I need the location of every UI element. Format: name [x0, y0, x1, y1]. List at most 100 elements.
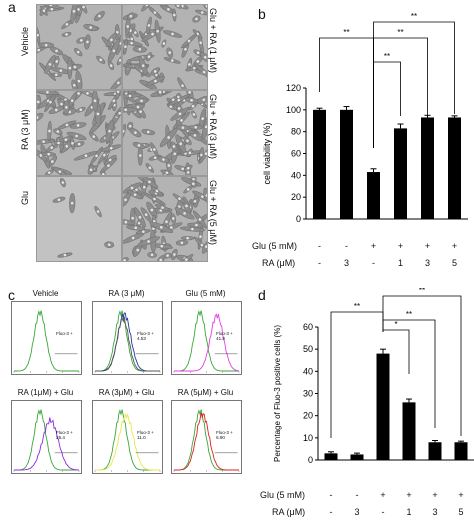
y-tick-label: 60	[303, 322, 313, 332]
bar	[394, 128, 407, 219]
y-tick-label: 120	[286, 83, 301, 93]
treatment-row-label: RA (μM)	[262, 258, 296, 268]
y-tick-label: 80	[291, 127, 301, 137]
significance-label: **	[384, 52, 390, 61]
flow-histogram: Fluo-3 +41.8	[171, 301, 242, 375]
histogram-curve	[174, 409, 239, 471]
histogram-title: RA (1μM) + Glu	[17, 388, 74, 397]
bar	[454, 442, 468, 460]
treatment-row-label: RA (μM)	[272, 507, 306, 517]
significance-bracket	[330, 311, 384, 438]
histogram-curve	[14, 310, 79, 372]
treatment-cell: -	[329, 507, 333, 517]
y-tick-label: 20	[291, 192, 301, 202]
y-tick-label: 40	[303, 366, 313, 376]
col-label-glu-ra3: Glu + RA (3 μM)	[208, 94, 218, 159]
bar	[448, 117, 461, 219]
histogram-curve	[174, 412, 239, 471]
histogram-title: RA (3 μM)	[108, 289, 145, 298]
treatment-cell: -	[355, 490, 359, 500]
col-label-glu-ra1: Glu + RA (1 μM)	[208, 8, 218, 73]
histogram-curve	[95, 316, 160, 372]
treatment-cell: 3	[432, 507, 438, 517]
significance-bracket	[373, 61, 401, 148]
row-label-glu: Glu	[20, 190, 30, 205]
treatment-row-label: Glu (5 mM)	[260, 490, 305, 500]
significance-label: *	[394, 320, 397, 329]
significance-label: **	[343, 28, 349, 37]
treatment-cell: +	[406, 490, 412, 500]
micrograph-image	[36, 4, 122, 90]
treatment-cell: +	[432, 490, 438, 500]
flow-histogram: Fluo-3 +6.90	[171, 400, 242, 474]
panel-b-letter: b	[258, 6, 266, 22]
flow-histogram: Fluo-3 +4.53	[92, 301, 163, 375]
treatment-cell: -	[318, 241, 321, 251]
treatment-cell: 1	[397, 258, 403, 268]
viability-bar-chart: 0 20 40 60 80 100 120 cell viability (%) ** ** ** *…	[262, 12, 468, 224]
treatment-cell: +	[370, 241, 377, 251]
flow-histogram: Fluo-3 +26.4	[11, 400, 82, 474]
micrograph-image	[122, 90, 208, 176]
y-tick-label: 40	[291, 170, 301, 180]
fluo3-positive-stat: Fluo-3 +	[56, 330, 73, 336]
treatment-cell: +	[458, 490, 464, 500]
micrograph-image	[122, 4, 208, 90]
y-tick-label: 60	[291, 149, 301, 159]
y-tick-label: 20	[303, 411, 313, 421]
bar	[428, 442, 442, 460]
treatment-cell: -	[329, 490, 333, 500]
significance-label: **	[406, 310, 412, 319]
treatment-cell: +	[380, 490, 386, 500]
histogram-title: Glu (5 mM)	[185, 289, 226, 298]
treatment-cell: 5	[451, 258, 457, 268]
row-label-vehicle: Vehicle	[20, 26, 30, 56]
significance-label: **	[397, 28, 403, 37]
bar	[313, 109, 326, 219]
histogram-title: RA (3μM) + Glu	[98, 388, 155, 397]
bar	[324, 453, 338, 460]
y-tick-label: 0	[296, 214, 301, 224]
significance-bracket	[382, 319, 436, 428]
treatment-cell: 3	[424, 258, 430, 268]
y-axis-label: Percentage of Fluo-3 positive cells (%)	[273, 325, 282, 462]
treatment-cell: -	[345, 241, 348, 251]
treatment-cell: -	[318, 258, 321, 268]
treatment-cell: 5	[458, 507, 464, 517]
treatment-cell: 3	[343, 258, 349, 268]
treatment-cell: +	[451, 241, 458, 251]
bar	[421, 117, 434, 219]
histogram-curve	[174, 310, 239, 372]
treatment-row-label: Glu (5 mM)	[252, 241, 297, 251]
y-axis-label: cell viability (%)	[262, 122, 272, 184]
y-tick-label: 50	[303, 344, 313, 354]
histogram-curve	[14, 409, 79, 471]
panel-d-letter: d	[258, 287, 266, 303]
significance-label: **	[419, 288, 425, 295]
treatment-cell: 1	[406, 507, 412, 517]
treatment-cell: 3	[354, 507, 360, 517]
treatment-cell: +	[397, 241, 404, 251]
flow-histogram: Fluo-3 +11.0	[92, 400, 163, 474]
y-tick-label: 10	[303, 433, 313, 443]
fluo3-positive-stat: Fluo-3 +26.4	[56, 429, 73, 440]
col-label-glu-ra5: Glu + RA (5 μM)	[208, 180, 218, 245]
histogram-title: Vehicle	[32, 289, 59, 298]
treatment-cell: -	[372, 258, 375, 268]
bar	[340, 109, 353, 219]
histogram-curve	[95, 312, 160, 372]
y-tick-label: 100	[286, 105, 301, 115]
bar	[376, 353, 390, 460]
fluo3-positive-stat: Fluo-3 +6.90	[216, 429, 233, 440]
bar	[350, 454, 364, 460]
fluo3-positive-stat: Fluo-3 +4.53	[137, 330, 154, 341]
histogram-curve	[95, 412, 160, 471]
flow-histogram: Fluo-3 +	[11, 301, 82, 375]
row-label-ra3: RA (3 μM)	[20, 109, 30, 150]
fluo3-positive-stat: Fluo-3 +11.0	[137, 429, 154, 440]
histogram-curve	[95, 409, 160, 471]
significance-bracket	[373, 21, 455, 148]
bar	[402, 402, 416, 460]
treatment-cell: -	[381, 507, 385, 517]
significance-label: **	[411, 12, 417, 21]
